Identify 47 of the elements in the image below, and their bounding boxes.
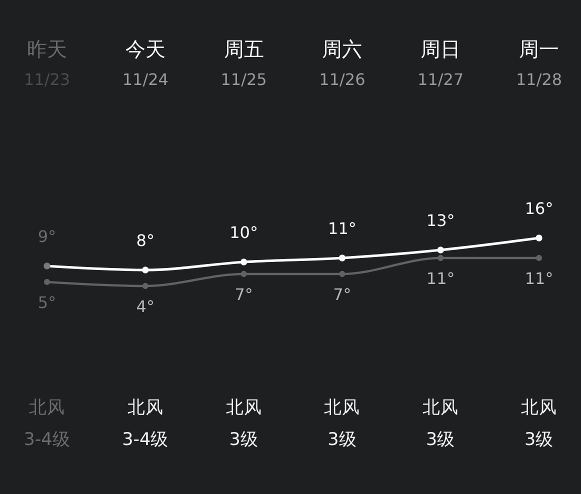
text: 3级 xyxy=(524,430,554,450)
text: 3-4级 xyxy=(24,430,70,450)
text: 北风 xyxy=(127,398,164,418)
data-label: 10° xyxy=(230,223,258,242)
text: 北风 xyxy=(422,398,459,418)
x-tick-label: 昨天 xyxy=(27,37,67,61)
data-label: 8° xyxy=(136,231,154,250)
x-tick-label: 周一 xyxy=(519,37,559,61)
text: 3级 xyxy=(426,430,456,450)
text: 3-4级 xyxy=(122,430,169,450)
data-label: 4° xyxy=(136,297,154,316)
point xyxy=(44,262,50,270)
point xyxy=(240,270,247,278)
point xyxy=(536,234,542,242)
point xyxy=(536,254,542,262)
text: 11/26 xyxy=(319,70,366,89)
data-label: 16° xyxy=(524,199,554,218)
text: 北风 xyxy=(226,398,262,418)
data-label: 11° xyxy=(328,219,356,238)
text: 3级 xyxy=(229,430,258,450)
x-tick-label: 周六 xyxy=(322,37,362,61)
point xyxy=(437,246,444,254)
data-label: 11° xyxy=(524,269,554,288)
point xyxy=(438,254,444,262)
text: 11/27 xyxy=(418,70,464,89)
text: 北风 xyxy=(324,398,360,418)
data-label: 13° xyxy=(426,211,455,230)
data-label: 5° xyxy=(38,293,56,312)
text: 北风 xyxy=(29,398,65,418)
point xyxy=(44,278,50,286)
data-label: 7° xyxy=(333,285,352,304)
point xyxy=(338,254,346,262)
point xyxy=(142,282,148,290)
point xyxy=(240,258,248,266)
text: 北风 xyxy=(521,398,557,418)
point xyxy=(142,266,149,274)
text: 11/24 xyxy=(122,70,168,89)
x-tick-label: 周日 xyxy=(420,37,461,61)
point xyxy=(339,270,346,278)
text: 11/28 xyxy=(516,70,562,89)
data-label: 9° xyxy=(38,227,56,246)
x-tick-label: 今天 xyxy=(125,37,166,61)
text: 11/25 xyxy=(220,70,267,89)
data-label: 7° xyxy=(234,285,253,304)
data-label: 11° xyxy=(426,269,455,288)
x-tick-label: 周五 xyxy=(224,37,264,61)
text: 3级 xyxy=(328,430,357,450)
